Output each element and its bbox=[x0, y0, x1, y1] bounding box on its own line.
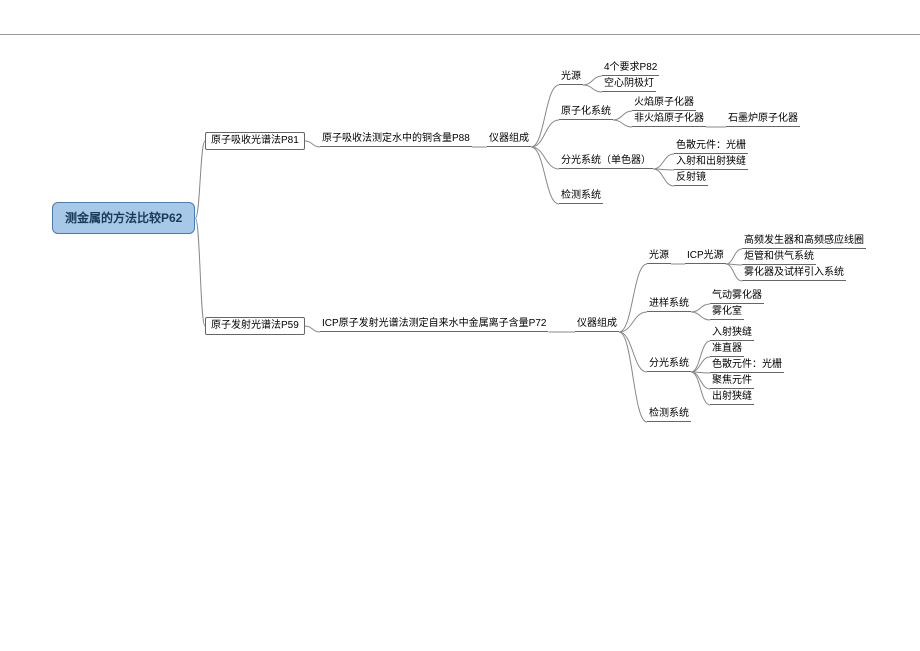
mindmap-node: 4个要求P82 bbox=[602, 62, 659, 76]
mindmap-node: 火焰原子化器 bbox=[632, 97, 696, 111]
mindmap-node: 反射镜 bbox=[674, 172, 708, 186]
mindmap-node: 出射狭缝 bbox=[710, 391, 754, 405]
mindmap-node: 色散元件：光栅 bbox=[710, 359, 784, 373]
mindmap-node: ICP光源 bbox=[685, 250, 726, 264]
mindmap-node: 检测系统 bbox=[559, 190, 603, 204]
mindmap-node: 光源 bbox=[647, 250, 671, 264]
mindmap-node: 仪器组成 bbox=[575, 318, 619, 332]
mindmap-node: 雾化室 bbox=[710, 306, 744, 320]
root-node: 测金属的方法比较P62 bbox=[52, 202, 195, 234]
mindmap-node: 分光系统 bbox=[647, 358, 691, 372]
mindmap-node: 石墨炉原子化器 bbox=[726, 113, 800, 127]
mindmap-node: 准直器 bbox=[710, 343, 744, 357]
mindmap-node: 原子化系统 bbox=[559, 106, 613, 120]
mindmap-node: 光源 bbox=[559, 71, 583, 85]
mindmap-node: 非火焰原子化器 bbox=[632, 113, 706, 127]
mindmap-node: 原子吸收光谱法P81 bbox=[205, 132, 305, 150]
mindmap-node: 气动雾化器 bbox=[710, 290, 764, 304]
mindmap-node: 原子吸收法测定水中的铜含量P88 bbox=[320, 133, 472, 147]
mindmap-node: 分光系统（单色器） bbox=[559, 155, 653, 169]
mindmap-node: 色散元件：光栅 bbox=[674, 140, 748, 154]
top-divider bbox=[0, 34, 920, 35]
mindmap-node: 空心阴极灯 bbox=[602, 78, 656, 92]
mindmap-node: 进样系统 bbox=[647, 298, 691, 312]
mindmap-node: 入射狭缝 bbox=[710, 327, 754, 341]
mindmap-node: 仪器组成 bbox=[487, 133, 531, 147]
mindmap-node: 炬管和供气系统 bbox=[742, 251, 816, 265]
mindmap-node: 入射和出射狭缝 bbox=[674, 156, 748, 170]
mindmap-node: 高频发生器和高频感应线圈 bbox=[742, 235, 866, 249]
mindmap-node: 检测系统 bbox=[647, 408, 691, 422]
mindmap-node: 聚焦元件 bbox=[710, 375, 754, 389]
mindmap-node: 原子发射光谱法P59 bbox=[205, 317, 305, 335]
mindmap-node: ICP原子发射光谱法测定自来水中金属离子含量P72 bbox=[320, 318, 548, 332]
mindmap-node: 雾化器及试样引入系统 bbox=[742, 267, 846, 281]
